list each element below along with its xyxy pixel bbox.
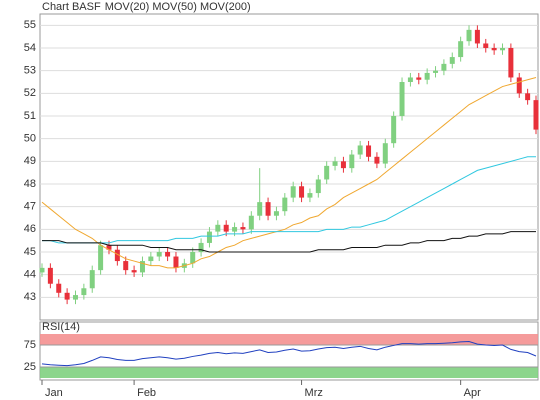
candle-body (139, 261, 145, 273)
x-tick-label: Mrz (305, 387, 323, 399)
candle-body (215, 224, 221, 232)
candle-body (340, 161, 346, 169)
candle-body (282, 197, 288, 212)
x-tick-label: Feb (137, 387, 156, 399)
candle-body (458, 41, 464, 58)
moving-average-line (42, 156, 536, 244)
candle-body (516, 77, 522, 94)
candle-body (416, 77, 422, 80)
candle-body (173, 256, 179, 268)
candle-body (491, 48, 497, 51)
rsi-band (40, 367, 538, 378)
candle-body (198, 242, 204, 252)
candle-body (148, 256, 154, 262)
rsi-line (41, 340, 537, 367)
candle-body (190, 252, 196, 264)
y-tick-label: 45 (24, 246, 36, 258)
y-tick-label: 49 (24, 155, 36, 167)
candle-body (299, 186, 305, 198)
candle-body (332, 161, 338, 166)
candle-body (500, 48, 506, 51)
candle-body (206, 231, 212, 243)
candle-body (223, 224, 229, 232)
main-panel (39, 13, 539, 321)
y-tick-label: 53 (24, 65, 36, 77)
candle-body (433, 70, 439, 73)
legend-entry: MOV(200) (200, 1, 251, 13)
candle-body (47, 267, 53, 284)
y-tick-label: 43 (24, 291, 36, 303)
y-tick-label: 25 (24, 361, 36, 373)
legend-entry: MOV(50) (152, 1, 197, 13)
candle-body (131, 270, 137, 273)
candle-body (324, 165, 330, 180)
y-tick-label: 55 (24, 19, 36, 31)
legend-entry: MOV(20) (105, 1, 150, 13)
y-tick-label: 46 (24, 223, 36, 235)
candle-body (64, 292, 70, 300)
candle-body (232, 227, 238, 232)
candle-body (123, 261, 129, 271)
candle-body (165, 252, 171, 257)
candle-body (357, 145, 363, 155)
candle-body (39, 267, 45, 273)
candle-body (89, 270, 95, 289)
candle-body (273, 211, 279, 216)
candle-body (474, 29, 480, 44)
candle-body (349, 154, 355, 169)
candle-body (72, 295, 78, 300)
candle-body (265, 202, 271, 216)
candle-body (114, 249, 120, 262)
rsi-band (40, 334, 538, 345)
candle-body (81, 288, 87, 296)
x-tick-label: Apr (464, 387, 481, 399)
candle-body (98, 245, 104, 271)
y-tick-label: 50 (24, 133, 36, 145)
candle-body (290, 186, 296, 198)
candle-body (248, 215, 254, 230)
candle-body (508, 48, 514, 78)
candle-body (315, 179, 321, 194)
candle-body (533, 100, 539, 130)
candle-body (483, 43, 489, 48)
candle-body (449, 57, 455, 64)
candle-body (424, 72, 430, 80)
candle-body (106, 245, 112, 250)
candle-body (399, 82, 405, 116)
candle-body (56, 283, 62, 293)
x-tick-label: Jan (45, 387, 63, 399)
y-tick-label: 54 (24, 42, 36, 54)
y-tick-label: 48 (24, 178, 36, 190)
candle-body (307, 193, 313, 198)
moving-average-line (42, 231, 536, 253)
candle-body (257, 202, 263, 216)
candle-body (382, 143, 388, 164)
candle-body (441, 63, 447, 71)
candle-body (366, 145, 372, 157)
candle-body (466, 29, 472, 42)
rsi-title: RSI(14) (42, 321, 80, 333)
chart-title: Chart BASF (42, 1, 101, 13)
candle-body (374, 156, 380, 164)
y-tick-label: 75 (24, 339, 36, 351)
candle-body (391, 116, 397, 144)
moving-average-line (41, 76, 537, 269)
y-tick-label: 47 (24, 201, 36, 213)
y-tick-label: 44 (24, 269, 36, 281)
candle-body (240, 227, 246, 230)
candle-body (525, 93, 531, 101)
y-tick-label: 52 (24, 87, 36, 99)
candle-body (156, 252, 162, 257)
y-tick-label: 51 (24, 110, 36, 122)
candle-body (407, 77, 413, 82)
